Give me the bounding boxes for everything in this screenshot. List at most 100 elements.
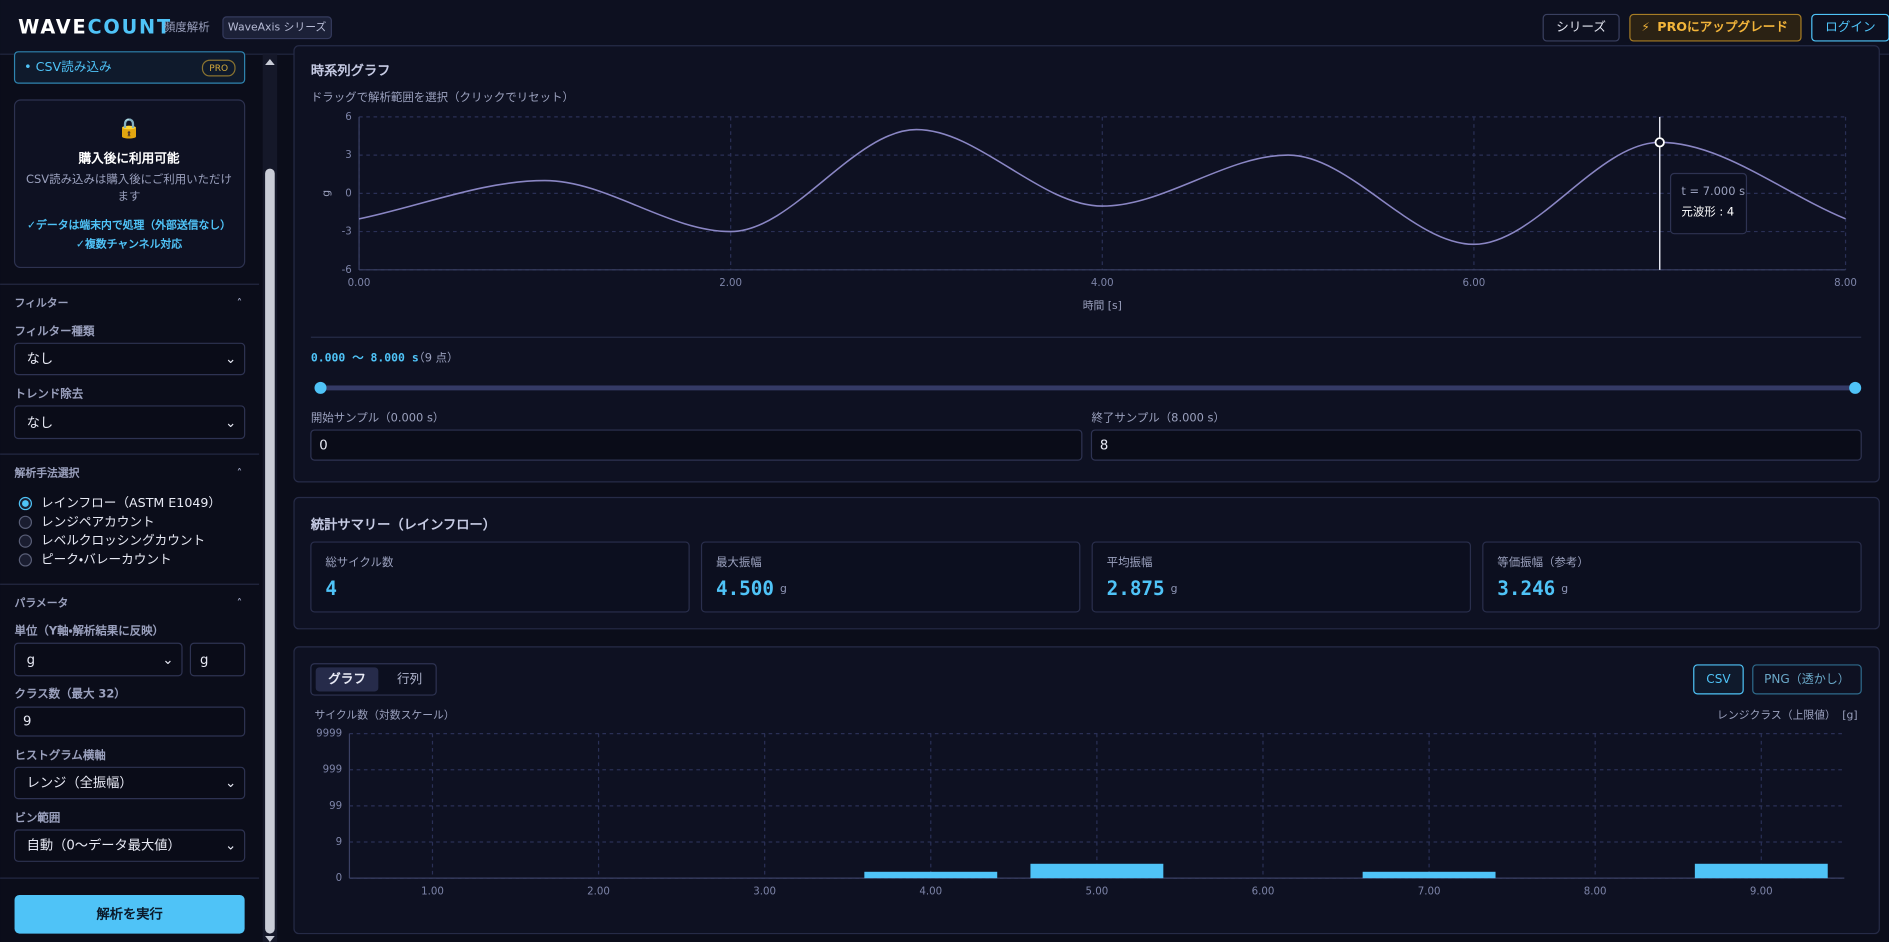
bar (864, 871, 998, 879)
select-caret[interactable]: ⌄ (162, 653, 173, 668)
series-button[interactable] (1542, 13, 1620, 42)
stats-cards: 総サイクル数 4 最大振幅 4.500 g 平均振幅 2.875 g 等価振幅（参考） 3.246… (310, 541, 1862, 613)
end-input[interactable] (1090, 429, 1862, 461)
radio-label[interactable]: レインフロー（ASTM E1049） (41, 495, 221, 510)
unit-select[interactable] (13, 642, 183, 677)
run-button[interactable] (14, 895, 245, 934)
range-slider[interactable] (314, 381, 1862, 394)
section-title[interactable]: パラメータ (15, 597, 69, 610)
bin-range-select[interactable] (13, 829, 246, 862)
classes-input[interactable] (13, 706, 246, 737)
radio-label[interactable]: レベルクロッシングカウント (41, 533, 205, 548)
radio[interactable] (18, 534, 33, 548)
stat-card (700, 541, 1081, 613)
x-axis-label: 時間 [s] (1083, 299, 1122, 312)
csv-button-text[interactable]: CSV (1706, 672, 1731, 686)
scroll-up[interactable] (265, 59, 275, 66)
feature-list: ✓データは端末内で処理（外部送信なし） ✓複数チャンネル対応 (27, 217, 231, 250)
scroll-down[interactable] (265, 935, 275, 942)
stat-unit: g (1171, 582, 1178, 595)
stat-unit: g (1561, 582, 1568, 595)
x-tick-label: 3.00 (753, 886, 776, 897)
tooltip-line: 元波形 : 4 (1681, 205, 1734, 219)
stat-number: 4 (325, 577, 337, 600)
bar (1362, 871, 1496, 879)
logo[interactable]: WAVECOUNT (18, 15, 172, 38)
y-tick-label: 9 (336, 837, 343, 848)
timeseries-chart[interactable]: -6 -3 0 3 6 0.00 2.00 4.00 6.00 8.00 時間 [s] g t = 7.… (320, 112, 1857, 312)
input-value[interactable]: 9 (23, 715, 31, 730)
csv-button[interactable] (1693, 664, 1744, 695)
select-caret[interactable]: ⌄ (225, 416, 236, 431)
filter-select[interactable] (13, 342, 246, 376)
x-tick-label: 4.00 (919, 886, 942, 897)
slider-handle[interactable] (1849, 381, 1862, 394)
radio-dot[interactable] (22, 500, 29, 507)
tab[interactable]: グラフ (328, 671, 366, 686)
y-tick-label: 999 (323, 765, 343, 776)
range-points: （9 点） (413, 350, 458, 364)
detrend-select[interactable] (13, 405, 246, 440)
logo-b[interactable]: COUNT (87, 15, 171, 38)
run-button-text[interactable]: 解析を実行 (96, 905, 162, 922)
stat-label: 最大振幅 (716, 555, 762, 569)
data-line (358, 128, 1846, 246)
csv-label[interactable]: • CSV読み込み (24, 59, 111, 74)
stat-value: 3.246 g (1497, 577, 1568, 600)
input-value[interactable]: g (200, 653, 208, 668)
section-title[interactable]: フィルター (15, 297, 69, 310)
select-caret[interactable]: ⌄ (225, 776, 236, 791)
tab[interactable]: 行列 (397, 671, 422, 686)
radio[interactable] (18, 553, 33, 567)
x-tick-label: 8.00 (1834, 278, 1857, 289)
start-input[interactable] (310, 429, 1083, 461)
select-value[interactable]: なし (27, 351, 54, 367)
y-tick-label: -6 (342, 265, 352, 276)
collapse-caret[interactable]: ˄ (237, 466, 242, 479)
stat-unit: g (780, 582, 787, 595)
select-caret[interactable]: ⌄ (225, 352, 236, 367)
x-axis-unit: [g] (1842, 709, 1857, 722)
csv-item[interactable] (13, 51, 246, 84)
y-tick-label: 99 (329, 801, 342, 812)
select-caret[interactable]: ⌄ (225, 839, 236, 854)
tooltip (1669, 172, 1748, 235)
series-badge (222, 16, 332, 40)
field-label: ビン範囲 (15, 810, 61, 824)
png-button[interactable] (1752, 664, 1862, 695)
unit-input[interactable] (189, 642, 246, 677)
field-label: クラス数（最大 32） (15, 686, 126, 700)
radio[interactable] (18, 515, 33, 529)
collapse-caret[interactable]: ˄ (237, 597, 242, 610)
x-tick-label: 1.00 (421, 886, 444, 897)
series-button-text[interactable]: シリーズ (1556, 19, 1606, 34)
collapse-caret[interactable]: ˄ (237, 297, 242, 310)
cursor-point (1654, 137, 1665, 148)
hist-axis-select[interactable] (13, 766, 246, 800)
scrollbar-thumb[interactable] (265, 168, 275, 934)
input-value[interactable]: 0 (319, 439, 327, 454)
bar (1030, 863, 1164, 879)
select-value[interactable]: なし (27, 415, 54, 431)
slider-handle[interactable] (314, 381, 327, 394)
upgrade-button[interactable] (1629, 13, 1802, 42)
login-button-text[interactable]: ログイン (1825, 19, 1876, 34)
stat-card (1091, 541, 1472, 613)
input-value[interactable]: 8 (1100, 439, 1108, 454)
header-subtitle: 頻度解析 (164, 20, 210, 34)
upgrade-button-text[interactable]: PROにアップグレード (1657, 19, 1788, 34)
feature: ✓複数チャンネル対応 (76, 237, 182, 251)
radio-label[interactable]: レンジペアカウント (41, 514, 155, 529)
tab-active[interactable] (315, 667, 379, 692)
radio-label[interactable]: ピーク・バレーカウント (41, 551, 172, 566)
select-value[interactable]: レンジ（全振幅） (27, 775, 133, 791)
select-value[interactable]: g (27, 653, 35, 668)
png-button-text[interactable]: PNG（透かし） (1764, 672, 1850, 686)
slider-fill[interactable] (320, 385, 1856, 391)
select-value[interactable]: 自動（0〜データ最大値） (27, 837, 181, 854)
lock-icon: 🔒 (117, 116, 141, 139)
section-title[interactable]: 解析手法選択 (15, 465, 80, 479)
field-label: 開始サンプル（0.000 s） (311, 410, 445, 424)
logo-a[interactable]: WAVE (18, 15, 87, 38)
